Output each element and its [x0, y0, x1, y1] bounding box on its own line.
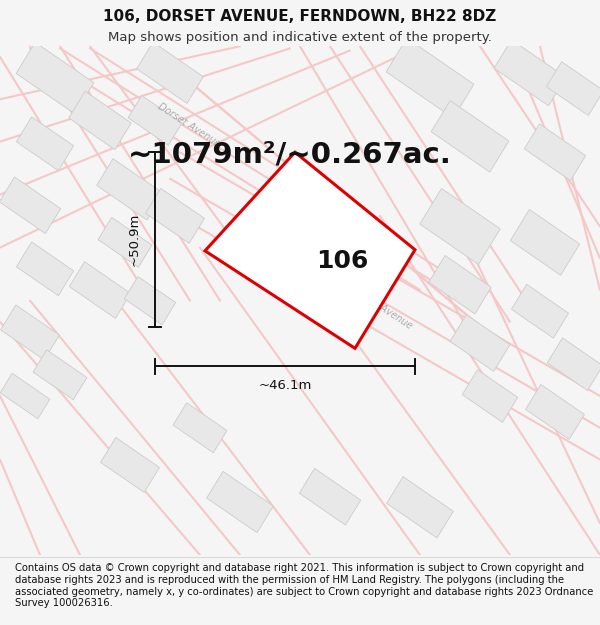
Polygon shape — [1, 305, 59, 360]
Polygon shape — [420, 189, 500, 264]
Polygon shape — [33, 350, 87, 400]
Polygon shape — [431, 101, 509, 172]
Polygon shape — [16, 242, 74, 296]
Text: 106: 106 — [316, 249, 368, 273]
Polygon shape — [16, 117, 74, 171]
Polygon shape — [206, 471, 274, 532]
Polygon shape — [70, 262, 131, 318]
Polygon shape — [511, 209, 580, 275]
Polygon shape — [0, 177, 61, 234]
Text: Dorset Avenue: Dorset Avenue — [156, 101, 222, 149]
Polygon shape — [511, 284, 569, 338]
Polygon shape — [0, 373, 50, 419]
Polygon shape — [386, 477, 454, 538]
Polygon shape — [146, 188, 205, 243]
Polygon shape — [97, 159, 163, 220]
Polygon shape — [128, 96, 182, 146]
Polygon shape — [547, 62, 600, 116]
Polygon shape — [547, 338, 600, 391]
Polygon shape — [98, 217, 152, 268]
Polygon shape — [494, 40, 566, 106]
Polygon shape — [429, 256, 491, 314]
Polygon shape — [124, 276, 176, 325]
Text: 106, DORSET AVENUE, FERNDOWN, BH22 8DZ: 106, DORSET AVENUE, FERNDOWN, BH22 8DZ — [103, 9, 497, 24]
Polygon shape — [299, 468, 361, 525]
Polygon shape — [16, 42, 94, 114]
Text: Map shows position and indicative extent of the property.: Map shows position and indicative extent… — [108, 31, 492, 44]
Polygon shape — [386, 38, 474, 118]
Polygon shape — [450, 314, 510, 371]
Text: ~1079m²/~0.267ac.: ~1079m²/~0.267ac. — [128, 140, 452, 168]
Text: Dorset Avenue: Dorset Avenue — [348, 283, 414, 331]
Polygon shape — [101, 438, 160, 493]
Text: ~50.9m: ~50.9m — [128, 213, 141, 266]
Polygon shape — [526, 384, 584, 439]
Polygon shape — [524, 124, 586, 181]
Polygon shape — [205, 152, 415, 348]
Text: ~46.1m: ~46.1m — [259, 379, 311, 392]
Polygon shape — [173, 403, 227, 452]
Polygon shape — [462, 370, 518, 423]
Text: Contains OS data © Crown copyright and database right 2021. This information is : Contains OS data © Crown copyright and d… — [15, 563, 593, 608]
Polygon shape — [137, 42, 203, 103]
Polygon shape — [69, 91, 131, 149]
